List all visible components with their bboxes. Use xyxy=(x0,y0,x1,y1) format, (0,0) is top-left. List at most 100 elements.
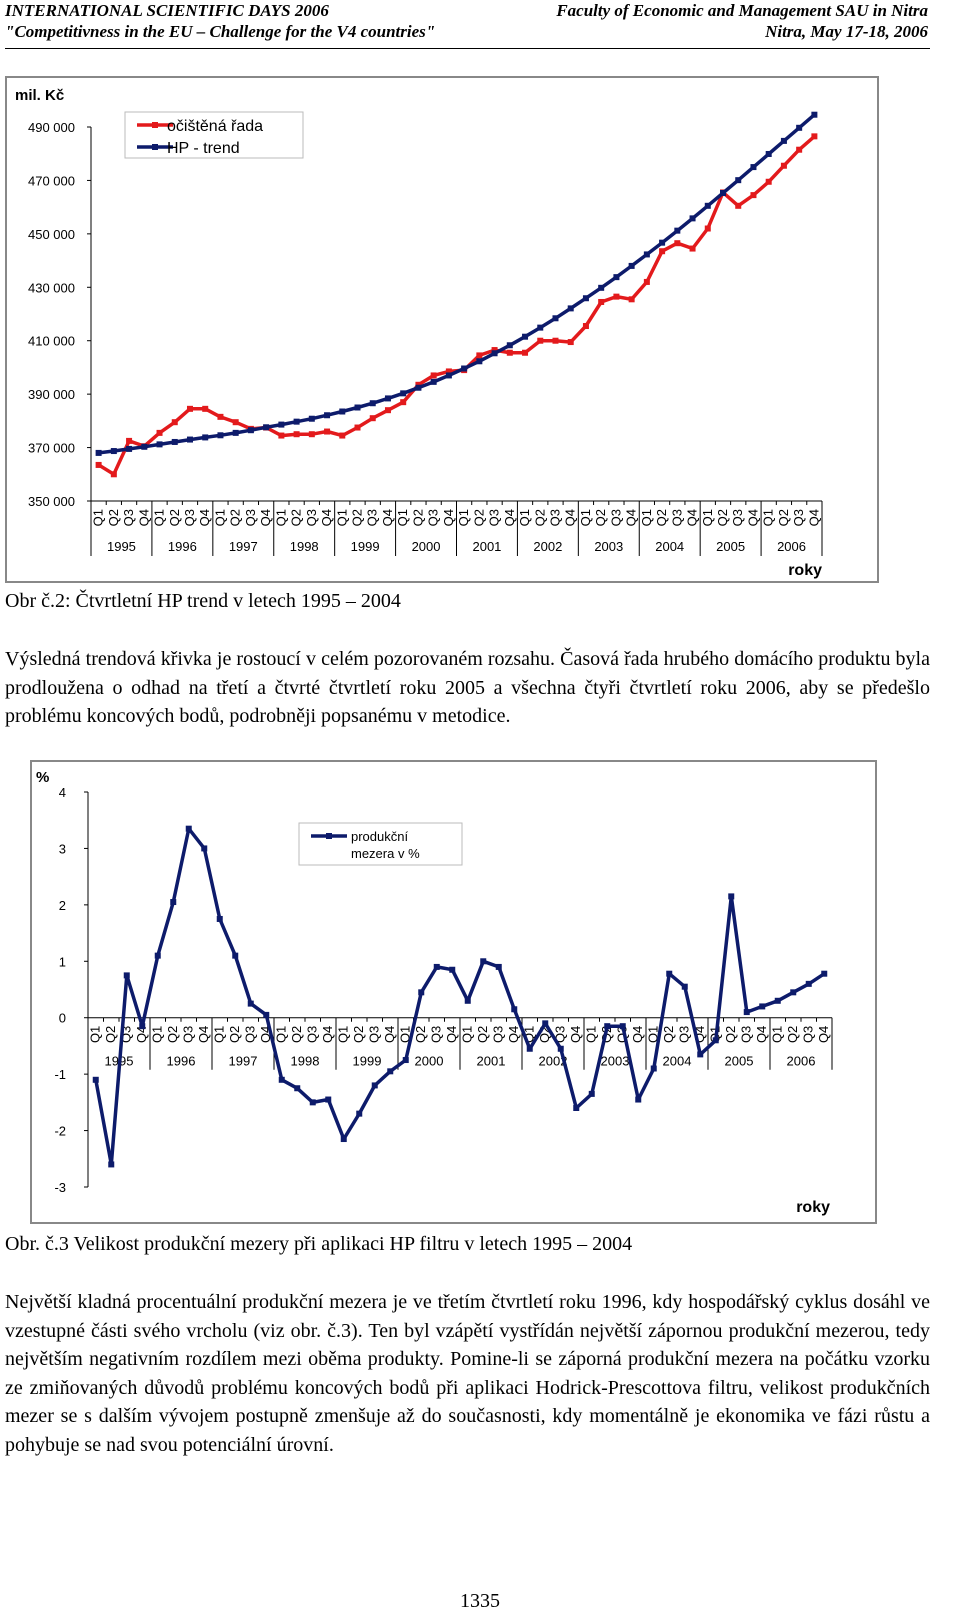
year-label: 2002 xyxy=(539,1054,568,1069)
y-tick-label: 350 000 xyxy=(28,494,75,509)
data-point xyxy=(156,441,163,448)
quarter-label: Q4 xyxy=(506,1026,521,1043)
data-point xyxy=(354,424,361,431)
data-point xyxy=(689,215,696,222)
quarter-label: Q2 xyxy=(289,509,304,526)
quarter-label: Q2 xyxy=(475,1026,490,1043)
legend-box xyxy=(298,822,463,866)
year-label: 1997 xyxy=(229,539,258,554)
data-point xyxy=(598,298,605,305)
data-point xyxy=(400,390,407,397)
legend-swatch-marker xyxy=(326,833,332,839)
y-tick-label: 3 xyxy=(59,841,66,856)
quarter-label: Q3 xyxy=(547,509,562,526)
y-tick-label: -2 xyxy=(54,1124,66,1139)
data-point xyxy=(400,399,407,406)
legend-label: mezera v % xyxy=(351,846,420,861)
data-point xyxy=(324,412,331,419)
quarter-label: Q4 xyxy=(568,1026,583,1043)
data-point xyxy=(232,429,239,436)
data-point xyxy=(780,162,787,169)
data-point xyxy=(384,395,391,402)
data-point xyxy=(354,404,361,411)
data-point xyxy=(232,419,239,426)
data-point xyxy=(704,202,711,209)
year-label: 1999 xyxy=(351,539,380,554)
data-point xyxy=(613,293,620,300)
data-point xyxy=(170,899,177,906)
data-point xyxy=(735,202,742,209)
y-tick-label: 390 000 xyxy=(28,387,75,402)
quarter-label: Q3 xyxy=(487,509,502,526)
quarter-label: Q3 xyxy=(739,1026,754,1043)
data-point xyxy=(796,124,803,131)
quarter-label: Q1 xyxy=(761,509,776,526)
hp-trend-chart-svg: 350 000 370 000 390 000 410 000 430 000 450 0… xyxy=(15,87,823,579)
legend-box xyxy=(124,111,304,159)
quarter-label: Q3 xyxy=(121,509,136,526)
paragraph-1: Výsledná trendová křivka je rostoucí v c… xyxy=(5,648,930,727)
quarter-label: Q3 xyxy=(365,509,380,526)
data-point xyxy=(704,225,711,232)
year-label: 1996 xyxy=(168,539,197,554)
data-point xyxy=(339,408,346,415)
data-point xyxy=(384,407,391,414)
data-point xyxy=(689,245,696,252)
quarter-label: Q2 xyxy=(165,1026,180,1043)
data-point xyxy=(171,419,178,426)
data-point xyxy=(491,347,498,354)
quarter-label: Q2 xyxy=(715,509,730,526)
quarter-label: Q1 xyxy=(517,509,532,526)
data-point xyxy=(659,239,666,246)
data-point xyxy=(674,227,681,234)
quarter-label: Q4 xyxy=(685,509,700,526)
quarter-label: Q4 xyxy=(382,1026,397,1043)
hp-trend-chart: 350 000 370 000 390 000 410 000 430 000 450 0… xyxy=(5,76,879,583)
data-point xyxy=(619,1023,626,1030)
data-point xyxy=(126,445,133,452)
legend-swatch-marker xyxy=(152,144,158,150)
quarter-label: Q4 xyxy=(630,1026,645,1043)
quarter-label: Q1 xyxy=(150,1026,165,1043)
data-point xyxy=(650,1065,657,1072)
quarter-label: Q4 xyxy=(563,509,578,526)
data-point xyxy=(371,1082,378,1089)
data-point xyxy=(522,333,529,340)
data-point xyxy=(141,443,148,450)
data-point xyxy=(356,1110,363,1117)
data-point xyxy=(537,337,544,344)
quarter-label: Q2 xyxy=(471,509,486,526)
data-point xyxy=(573,1105,580,1111)
data-point xyxy=(217,413,224,420)
quarter-label: Q4 xyxy=(502,509,517,526)
data-point xyxy=(765,178,772,185)
data-point xyxy=(643,251,650,258)
data-point xyxy=(480,958,487,965)
quarter-label: Q2 xyxy=(227,1026,242,1043)
data-point xyxy=(506,342,513,349)
quarter-label: Q3 xyxy=(305,1026,320,1043)
data-point xyxy=(588,1090,595,1097)
year-label: 2004 xyxy=(663,1054,692,1069)
data-point xyxy=(476,352,483,359)
quarter-label: Q2 xyxy=(532,509,547,526)
quarter-label: Q1 xyxy=(273,509,288,526)
data-point xyxy=(735,177,742,184)
quarter-label: Q3 xyxy=(182,509,197,526)
conference-title: INTERNATIONAL SCIENTIFIC DAYS 2006 xyxy=(5,1,329,20)
data-point xyxy=(750,164,757,171)
year-label: 1998 xyxy=(290,539,319,554)
y-tick-label: 2 xyxy=(59,898,66,913)
data-point xyxy=(324,428,331,435)
y-tick-label: 450 000 xyxy=(28,227,75,242)
y-tick-label: 430 000 xyxy=(28,280,75,295)
data-point xyxy=(728,893,735,900)
quarter-label: Q1 xyxy=(395,509,410,526)
quarter-label: Q3 xyxy=(426,509,441,526)
quarter-label: Q4 xyxy=(754,1026,769,1043)
data-point xyxy=(369,415,376,422)
page-number: 1335 xyxy=(460,1590,500,1612)
data-point xyxy=(750,192,757,199)
quarter-label: Q2 xyxy=(289,1026,304,1043)
y-axis-title: % xyxy=(36,769,49,786)
